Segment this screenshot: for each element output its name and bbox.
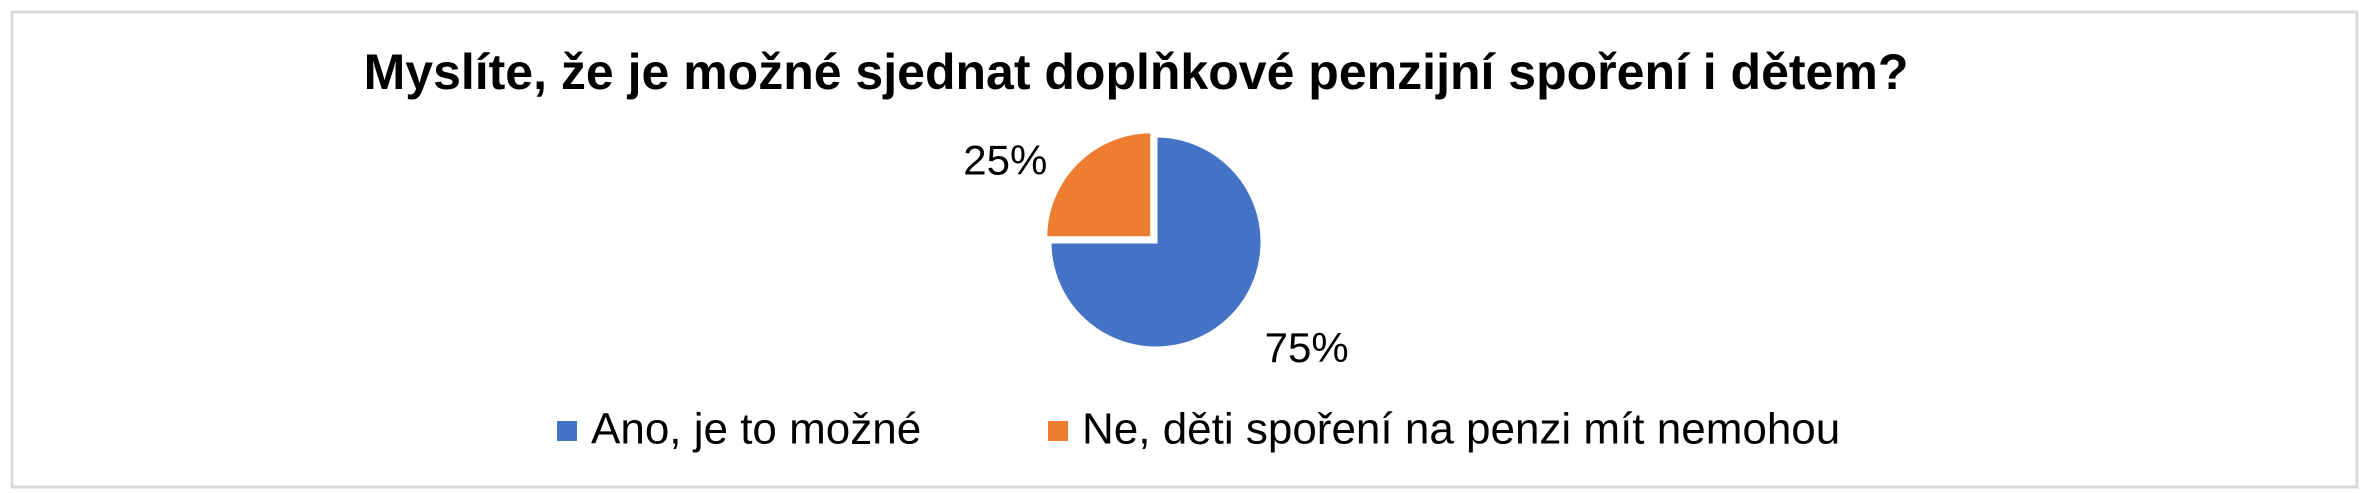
pie-slice [1044, 130, 1154, 240]
pie-slice [1048, 134, 1264, 350]
legend-label: Ano, je to možné [591, 405, 921, 454]
legend-label: Ne, děti spoření na penzi mít nemohou [1082, 405, 1840, 454]
data-label: 25% [963, 136, 1047, 183]
legend-marker [557, 421, 577, 441]
legend-marker [1048, 421, 1068, 441]
data-label: 75% [1265, 324, 1349, 371]
chart-title: Myslíte, že je možné sjednat doplňkové p… [364, 44, 1909, 100]
